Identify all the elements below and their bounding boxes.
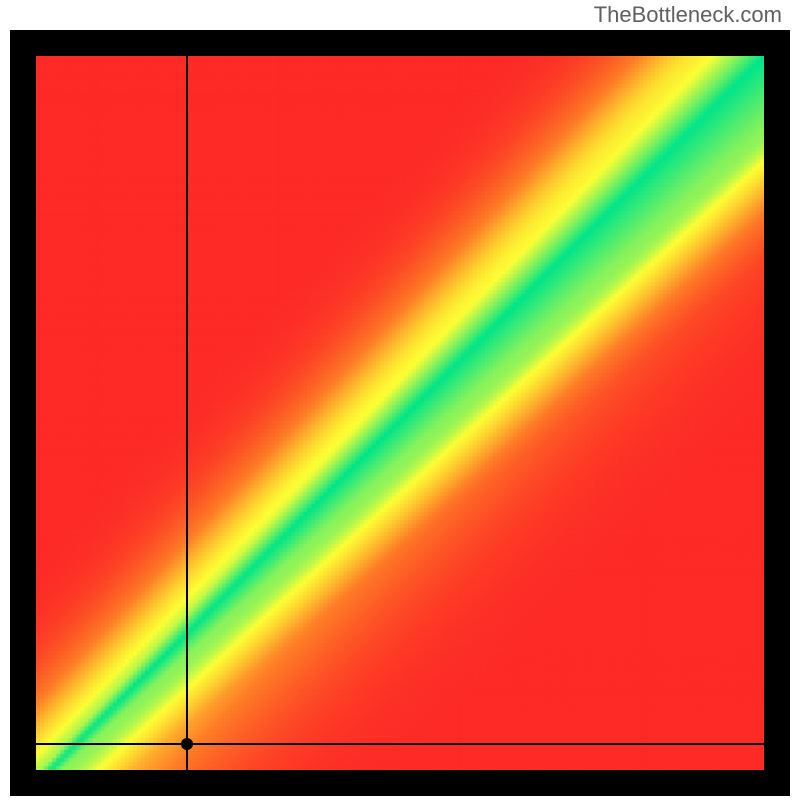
crosshair-horizontal-line	[36, 743, 764, 745]
bottleneck-heatmap	[36, 56, 764, 770]
chart-container: TheBottleneck.com	[0, 0, 800, 800]
crosshair-vertical-line	[186, 56, 188, 770]
watermark-text: TheBottleneck.com	[594, 2, 782, 28]
crosshair-marker	[181, 738, 193, 750]
